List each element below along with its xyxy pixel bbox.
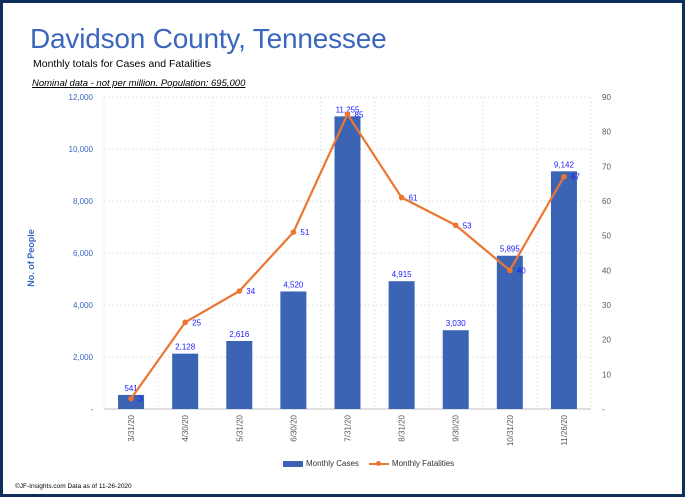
point-fatalities [561, 173, 567, 180]
y-tick-label: 2,000 [73, 353, 94, 362]
legend-label-cases: Monthly Cases [306, 459, 359, 468]
point-fatalities [236, 288, 243, 294]
y2-tick-label: 90 [602, 93, 611, 102]
point-label: 51 [300, 228, 309, 237]
legend-item-fatalities: Monthly Fatalities [368, 459, 455, 468]
x-tick-label: 4/30/20 [181, 414, 190, 441]
y-tick-label: 6,000 [73, 249, 94, 258]
x-tick-label: 9/30/20 [452, 414, 461, 441]
y2-tick-label: - [602, 405, 605, 414]
point-label: 85 [355, 110, 364, 119]
x-tick-label: 11/26/20 [560, 414, 569, 445]
x-tick-label: 10/31/20 [506, 414, 515, 446]
x-tick-label: 5/31/20 [235, 414, 244, 441]
y2-tick-label: 10 [602, 370, 611, 379]
point-fatalities [344, 111, 351, 118]
y2-tick-label: 40 [602, 266, 611, 275]
legend-swatch-fatalities [368, 460, 389, 466]
chart-subtitle: Monthly totals for Cases and Fatalities [33, 58, 211, 70]
bar-cases [442, 330, 469, 409]
bar-label: 2,616 [229, 330, 250, 339]
bar-label: 2,128 [175, 343, 196, 352]
bar-cases [172, 353, 199, 409]
bar-label: 4,915 [392, 270, 413, 279]
bar-cases [226, 340, 253, 409]
y-tick-label: 4,000 [73, 301, 94, 310]
bar-cases [280, 291, 307, 409]
point-label: 3 [138, 395, 143, 404]
point-label: 61 [409, 194, 418, 203]
point-label: 53 [463, 221, 472, 230]
legend-item-cases: Monthly Cases [283, 459, 359, 468]
point-fatalities [128, 395, 134, 402]
y-tick-label: 10,000 [69, 145, 94, 154]
bar-label: 3,030 [446, 319, 467, 328]
legend-swatch-cases [283, 460, 303, 467]
bar-cases [334, 116, 361, 410]
y2-tick-label: 80 [602, 128, 611, 137]
bar-cases [550, 171, 577, 409]
point-fatalities [398, 194, 405, 201]
chart-title: Davidson County, Tennessee [30, 23, 387, 54]
x-tick-label: 7/31/20 [344, 414, 353, 441]
y-tick-label: 8,000 [73, 197, 94, 206]
bar-label: 11,255 [336, 105, 360, 114]
point-label: 40 [517, 266, 526, 275]
x-tick-label: 8/31/20 [398, 414, 407, 441]
y2-tick-label: 70 [602, 162, 611, 171]
y2-tick-label: 50 [602, 232, 611, 241]
bar-cases [118, 394, 145, 409]
x-tick-label: 6/30/20 [289, 414, 298, 441]
point-fatalities [182, 319, 188, 326]
bar-cases [388, 281, 415, 409]
point-label: 25 [192, 318, 201, 327]
bar-label: 4,520 [283, 280, 304, 289]
bar-cases [496, 255, 523, 409]
x-tick-label: 3/31/20 [127, 414, 136, 441]
y-tick-label: 12,000 [69, 93, 94, 102]
point-fatalities [290, 229, 297, 235]
legend-label-fatalities: Monthly Fatalities [391, 459, 455, 468]
point-fatalities [452, 222, 459, 229]
y-tick-label: - [90, 405, 93, 414]
bar-label: 5,895 [500, 245, 521, 254]
chart-note: Nominal data - not per million. Populati… [32, 78, 246, 89]
y2-tick-label: 20 [602, 336, 611, 345]
bar-label: 541 [124, 384, 138, 393]
footer-credit: ©JF-Insights.com Data as of 11-26-2020 [15, 483, 132, 490]
point-label: 34 [246, 287, 255, 296]
y2-tick-label: 60 [602, 197, 611, 206]
point-label: 67 [571, 173, 580, 182]
bar-label: 9,142 [554, 160, 575, 169]
point-fatalities [507, 267, 513, 274]
y2-tick-label: 30 [602, 301, 611, 310]
legend: Monthly Cases Monthly Fatalities [283, 459, 454, 468]
